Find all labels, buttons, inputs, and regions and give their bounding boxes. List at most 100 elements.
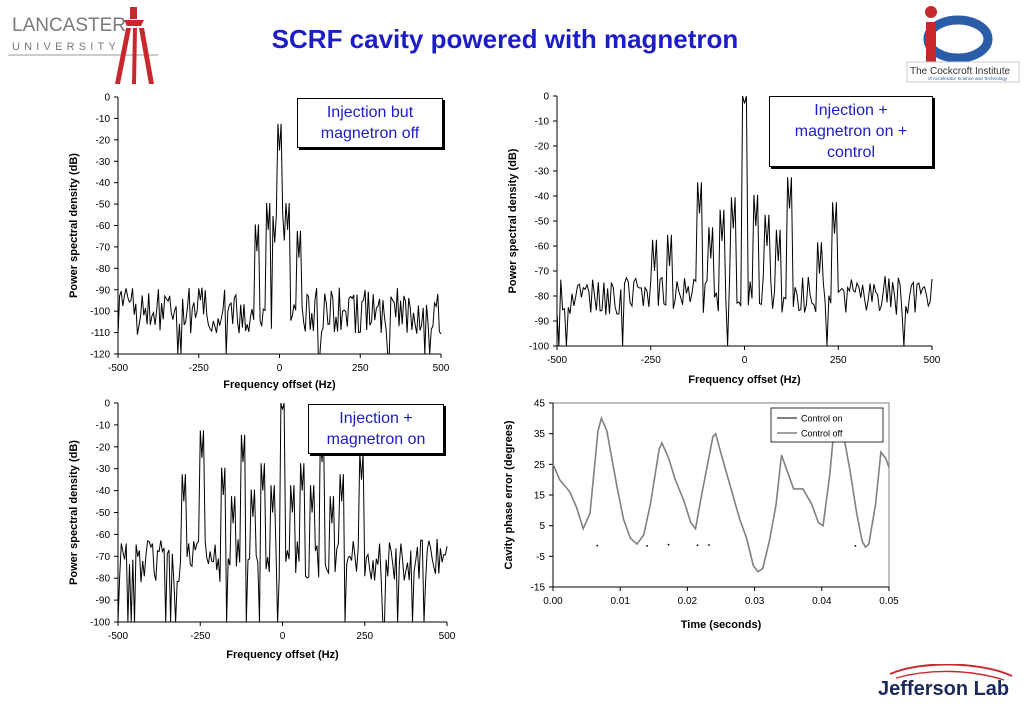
y-tick-label: -90 xyxy=(535,317,550,328)
y-tick-label: -30 xyxy=(96,464,111,475)
x-axis-label: Frequency offset (Hz) xyxy=(226,649,339,661)
jefferson-lab-text: Jefferson Lab xyxy=(878,678,1009,700)
y-tick-label: -100 xyxy=(90,618,110,629)
y-tick-label: -90 xyxy=(96,285,111,296)
phase-chart-svg: 45 35 25 15 5 -5 -15 0.00 0.01 0.02 0.03 0.04 0.05 Ti… xyxy=(503,399,899,632)
callout-injection-magnetron-on-control: Injection + magnetron on + control xyxy=(769,96,933,167)
y-tick-label: -40 xyxy=(96,178,111,189)
x-tick-label: 0.04 xyxy=(812,596,832,607)
x-tick-label: -250 xyxy=(641,355,661,366)
psd-series-line xyxy=(117,123,442,355)
psd-chart-2-svg: 0 -10 -20 -30 -40 -50 -60 -70 -80 -90 -100 -500 -250… xyxy=(507,92,941,387)
y-tick-label: 45 xyxy=(534,399,546,410)
x-tick-label: 0.02 xyxy=(678,596,698,607)
y-tick-label: 25 xyxy=(534,460,546,471)
y-tick-label: -10 xyxy=(96,114,111,125)
y-tick-label: -20 xyxy=(96,135,111,146)
chart-injection-magnetron-on-control: 0 -10 -20 -30 -40 -50 -60 -70 -80 -90 -100 -500 -250… xyxy=(500,86,950,396)
y-axis-label: Power spectral density (dB) xyxy=(68,153,80,298)
x-axis-label: Frequency offset (Hz) xyxy=(223,379,336,391)
y-tick-label: -100 xyxy=(90,307,110,318)
y-tick-label: -90 xyxy=(96,596,111,607)
lancaster-logo-line2: UNIVERSITY xyxy=(12,41,120,53)
x-tick-label: -250 xyxy=(189,363,209,374)
y-tick-label: -60 xyxy=(96,221,111,232)
control-on-point xyxy=(646,545,648,547)
y-tick-label: -50 xyxy=(96,200,111,211)
x-axis-label: Frequency offset (Hz) xyxy=(688,374,801,386)
control-on-point xyxy=(596,544,599,547)
y-tick-label: -60 xyxy=(96,530,111,541)
x-tick-label: 250 xyxy=(356,631,373,642)
x-tick-label: 500 xyxy=(433,363,450,374)
psd-chart-1-svg: 0 -10 -20 -30 -40 -50 -60 -70 -80 -90 -100 -110 -120… xyxy=(68,93,450,392)
x-tick-label: 0.01 xyxy=(610,596,630,607)
legend-box xyxy=(770,407,884,443)
y-tick-label: -20 xyxy=(96,442,111,453)
x-tick-label: 0.05 xyxy=(879,596,899,607)
cockcroft-institute-logo: The Cockcroft Institute of Accelerator S… xyxy=(902,2,1022,84)
x-tick-label: 0 xyxy=(277,363,283,374)
y-tick-label: -70 xyxy=(535,267,550,278)
lancaster-crest-icon xyxy=(115,7,154,84)
y-tick-label: -40 xyxy=(96,486,111,497)
lancaster-university-logo: LANCASTER UNIVERSITY xyxy=(8,4,158,86)
y-tick-label: 0 xyxy=(104,93,110,104)
y-tick-label: 0 xyxy=(543,92,549,103)
y-tick-label: -80 xyxy=(535,292,550,303)
cockcroft-sub: of Accelerator Science and Technology xyxy=(928,76,1008,81)
legend-label: Control off xyxy=(801,429,843,439)
x-axis-label: Time (seconds) xyxy=(681,619,762,631)
lancaster-logo-line1: LANCASTER xyxy=(12,15,126,36)
slide-title: SCRF cavity powered with magnetron xyxy=(271,24,739,54)
x-tick-label: -250 xyxy=(190,631,210,642)
x-tick-label: -500 xyxy=(547,355,567,366)
x-tick-label: -500 xyxy=(108,363,128,374)
y-tick-label: -10 xyxy=(535,117,550,128)
y-axis-label: Power spectral density (dB) xyxy=(68,440,80,585)
y-tick-label: 5 xyxy=(539,521,545,532)
y-tick-label: -120 xyxy=(90,350,110,361)
y-tick-label: 35 xyxy=(534,429,546,440)
control-on-point xyxy=(667,543,670,546)
y-axis-label: Cavity phase error (degrees) xyxy=(503,420,515,570)
y-tick-label: -50 xyxy=(96,508,111,519)
x-tick-label: 250 xyxy=(830,355,847,366)
y-tick-label: -15 xyxy=(531,583,546,594)
legend-label: Control on xyxy=(801,414,843,424)
y-tick-label: 15 xyxy=(534,491,546,502)
y-tick-label: -50 xyxy=(535,217,550,228)
chart-cavity-phase-error: 45 35 25 15 5 -5 -15 0.00 0.01 0.02 0.03 0.04 0.05 Ti… xyxy=(500,394,900,638)
callout-text-2: Injection + magnetron on + control xyxy=(794,102,908,161)
control-on-point xyxy=(708,544,710,546)
chart-injection-magnetron-on: 0 -10 -20 -30 -40 -50 -60 -70 -80 -90 -100 -500 -250… xyxy=(60,394,460,666)
chart-injection-magnetron-off: 0 -10 -20 -30 -40 -50 -60 -70 -80 -90 -100 -110 -120… xyxy=(60,88,460,398)
jefferson-lab-logo: Jefferson Lab xyxy=(872,663,1020,704)
psd-series-line xyxy=(556,95,933,347)
y-tick-label: -5 xyxy=(536,552,545,563)
y-tick-label: -10 xyxy=(96,420,111,431)
cockcroft-ring-icon xyxy=(923,15,993,63)
y-tick-label: -70 xyxy=(96,552,111,563)
jefferson-swoosh-icon xyxy=(889,663,1013,677)
x-tick-label: -500 xyxy=(108,631,128,642)
psd-chart-3-svg: 0 -10 -20 -30 -40 -50 -60 -70 -80 -90 -100 -500 -250… xyxy=(68,399,456,662)
y-tick-label: -20 xyxy=(535,142,550,153)
x-tick-label: 0 xyxy=(742,355,748,366)
callout-injection-magnetron-off: Injection but magnetron off xyxy=(297,98,443,148)
callout-text-1: Injection but magnetron off xyxy=(320,104,420,142)
y-axis-label: Power spectral density (dB) xyxy=(507,148,519,293)
psd-series-line xyxy=(117,402,448,623)
control-on-point xyxy=(696,544,699,547)
callout-injection-magnetron-on: Injection + magnetron on xyxy=(308,404,444,454)
y-tick-label: 0 xyxy=(104,399,110,410)
y-tick-label: -110 xyxy=(91,328,111,339)
x-tick-label: 0 xyxy=(280,631,286,642)
x-tick-label: 250 xyxy=(352,363,369,374)
x-tick-label: 500 xyxy=(439,631,456,642)
x-tick-label: 0.00 xyxy=(543,596,563,607)
y-tick-label: -60 xyxy=(535,242,550,253)
y-tick-label: -80 xyxy=(96,264,111,275)
y-tick-label: -70 xyxy=(96,242,111,253)
y-tick-label: -100 xyxy=(529,342,549,353)
